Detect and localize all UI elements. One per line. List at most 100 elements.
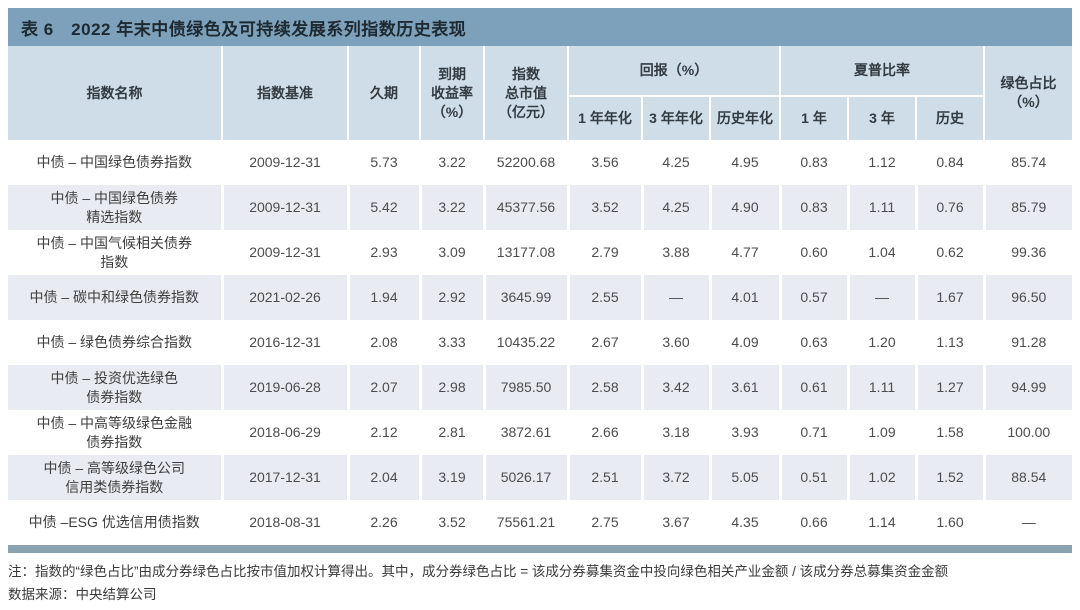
table-row: 中债 – 中高等级绿色金融 债券指数 2018-06-29 2.12 2.81 3…	[8, 410, 1073, 455]
ytm-cell: 3.19	[418, 455, 484, 500]
sharpe-3y-cell: 1.02	[846, 455, 916, 500]
data-source-text: 数据来源：中央结算公司	[8, 587, 157, 602]
sharpe-1y-cell: 0.83	[778, 185, 848, 230]
return-3y-cell: 3.88	[640, 230, 710, 275]
market-value-cell: 3872.61	[482, 410, 568, 455]
ytm-cell: 2.81	[418, 410, 484, 455]
header-index-name: 指数名称	[8, 46, 222, 140]
duration-cell: 1.94	[346, 275, 420, 320]
table-row: 中债 – 高等级绿色公司 信用类债券指数 2017-12-31 2.04 3.19…	[8, 455, 1073, 500]
market-value-cell: 13177.08	[482, 230, 568, 275]
header-ytm: 到期 收益率 （%）	[419, 46, 484, 140]
market-value-cell: 7985.50	[482, 365, 568, 410]
sharpe-hist-cell: 1.52	[914, 455, 985, 500]
header-sharpe-1y: 1 年	[779, 95, 848, 140]
sharpe-1y-cell: 0.51	[778, 455, 848, 500]
return-3y-cell: 4.25	[640, 140, 710, 185]
table-bottom-rule	[8, 545, 1072, 553]
index-name-cell: 中债 – 中国绿色债券 精选指数	[8, 185, 222, 230]
green-ratio-cell: 100.00	[982, 410, 1073, 455]
header-duration: 久期	[347, 46, 420, 140]
return-hist-cell: 3.61	[708, 365, 780, 410]
ytm-cell: 3.22	[418, 140, 484, 185]
return-1y-cell: 3.52	[566, 185, 642, 230]
header-return-hist: 历史年化	[709, 95, 780, 140]
table-title-bar: 表 6 2022 年末中债绿色及可持续发展系列指数历史表现	[8, 8, 1072, 46]
index-name-cell: 中债 – 高等级绿色公司 信用类债券指数	[8, 455, 222, 500]
table-header: 指数名称 指数基准 久期 到期 收益率 （%） 指数 总市值 （亿元） 回报（%…	[8, 46, 1073, 140]
green-ratio-cell: 91.28	[982, 320, 1073, 365]
return-1y-cell: 2.66	[566, 410, 642, 455]
index-name-cell: 中债 –ESG 优选信用债指数	[28, 514, 200, 530]
green-ratio-cell: 99.36	[982, 230, 1073, 275]
base-date-cell: 2017-12-31	[220, 455, 348, 500]
sharpe-1y-cell: 0.66	[778, 500, 848, 545]
sharpe-1y-cell: 0.57	[778, 275, 848, 320]
market-value-cell: 45377.56	[482, 185, 568, 230]
table-row: 中债 – 中国气候相关债券 指数 2009-12-31 2.93 3.09 131…	[8, 230, 1073, 275]
base-date-cell: 2009-12-31	[220, 140, 348, 185]
sharpe-hist-cell: 0.62	[914, 230, 985, 275]
header-return-1y: 1 年年化	[567, 95, 642, 140]
return-hist-cell: 4.90	[708, 185, 780, 230]
green-ratio-cell: 85.74	[982, 140, 1073, 185]
sharpe-hist-cell: 1.27	[914, 365, 985, 410]
sharpe-1y-cell: 0.71	[778, 410, 848, 455]
return-3y-cell: —	[640, 275, 710, 320]
return-1y-cell: 3.56	[566, 140, 642, 185]
sharpe-3y-cell: 1.20	[846, 320, 916, 365]
sharpe-1y-cell: 0.60	[778, 230, 848, 275]
base-date-cell: 2009-12-31	[220, 230, 348, 275]
ytm-cell: 3.09	[418, 230, 484, 275]
return-1y-cell: 2.51	[566, 455, 642, 500]
header-returns-group: 回报（%）	[567, 46, 780, 96]
duration-cell: 2.12	[346, 410, 420, 455]
duration-cell: 5.73	[346, 140, 420, 185]
return-3y-cell: 4.25	[640, 185, 710, 230]
base-date-cell: 2018-08-31	[220, 500, 348, 545]
green-ratio-cell: 94.99	[982, 365, 1073, 410]
sharpe-hist-cell: 0.84	[914, 140, 985, 185]
return-hist-cell: 4.01	[708, 275, 780, 320]
return-1y-cell: 2.55	[566, 275, 642, 320]
sharpe-hist-cell: 1.13	[914, 320, 985, 365]
return-1y-cell: 2.58	[566, 365, 642, 410]
sharpe-3y-cell: 1.09	[846, 410, 916, 455]
ytm-cell: 3.33	[418, 320, 484, 365]
index-name-cell: 中债 – 中国气候相关债券 指数	[36, 234, 193, 270]
return-hist-cell: 5.05	[708, 455, 780, 500]
ytm-cell: 2.98	[418, 365, 484, 410]
index-name-cell: 中债 – 中国绿色债券指数	[36, 154, 193, 170]
sharpe-3y-cell: 1.14	[846, 500, 916, 545]
green-ratio-cell: 96.50	[982, 275, 1073, 320]
market-value-cell: 3645.99	[482, 275, 568, 320]
index-name-cell: 中债 – 碳中和绿色债券指数	[8, 275, 222, 320]
header-market-value: 指数 总市值 （亿元）	[483, 46, 568, 140]
duration-cell: 5.42	[346, 185, 420, 230]
sharpe-1y-cell: 0.63	[778, 320, 848, 365]
return-1y-cell: 2.67	[566, 320, 642, 365]
sharpe-hist-cell: 1.58	[914, 410, 985, 455]
duration-cell: 2.04	[346, 455, 420, 500]
sharpe-3y-cell: 1.12	[846, 140, 916, 185]
table-row: 中债 – 中国绿色债券指数 2009-12-31 5.73 3.22 52200…	[8, 140, 1073, 185]
market-value-cell: 10435.22	[482, 320, 568, 365]
header-sharpe-hist: 历史	[914, 95, 985, 140]
base-date-cell: 2021-02-26	[220, 275, 348, 320]
base-date-cell: 2009-12-31	[220, 185, 348, 230]
sharpe-1y-cell: 0.61	[778, 365, 848, 410]
header-base-date: 指数基准	[221, 46, 348, 140]
return-3y-cell: 3.67	[640, 500, 710, 545]
header-return-3y: 3 年年化	[641, 95, 710, 140]
base-date-cell: 2016-12-31	[220, 320, 348, 365]
green-ratio-cell: 85.79	[982, 185, 1073, 230]
ytm-cell: 3.52	[418, 500, 484, 545]
footnotes: 注：指数的“绿色占比”由成分券绿色占比按市值加权计算得出。其中，成分券绿色占比 …	[8, 553, 1072, 606]
sharpe-3y-cell: 1.11	[846, 185, 916, 230]
return-3y-cell: 3.42	[640, 365, 710, 410]
header-sharpe-3y: 3 年	[847, 95, 916, 140]
sharpe-hist-cell: 1.60	[914, 500, 985, 545]
duration-cell: 2.93	[346, 230, 420, 275]
table-title: 表 6 2022 年末中债绿色及可持续发展系列指数历史表现	[21, 19, 467, 39]
